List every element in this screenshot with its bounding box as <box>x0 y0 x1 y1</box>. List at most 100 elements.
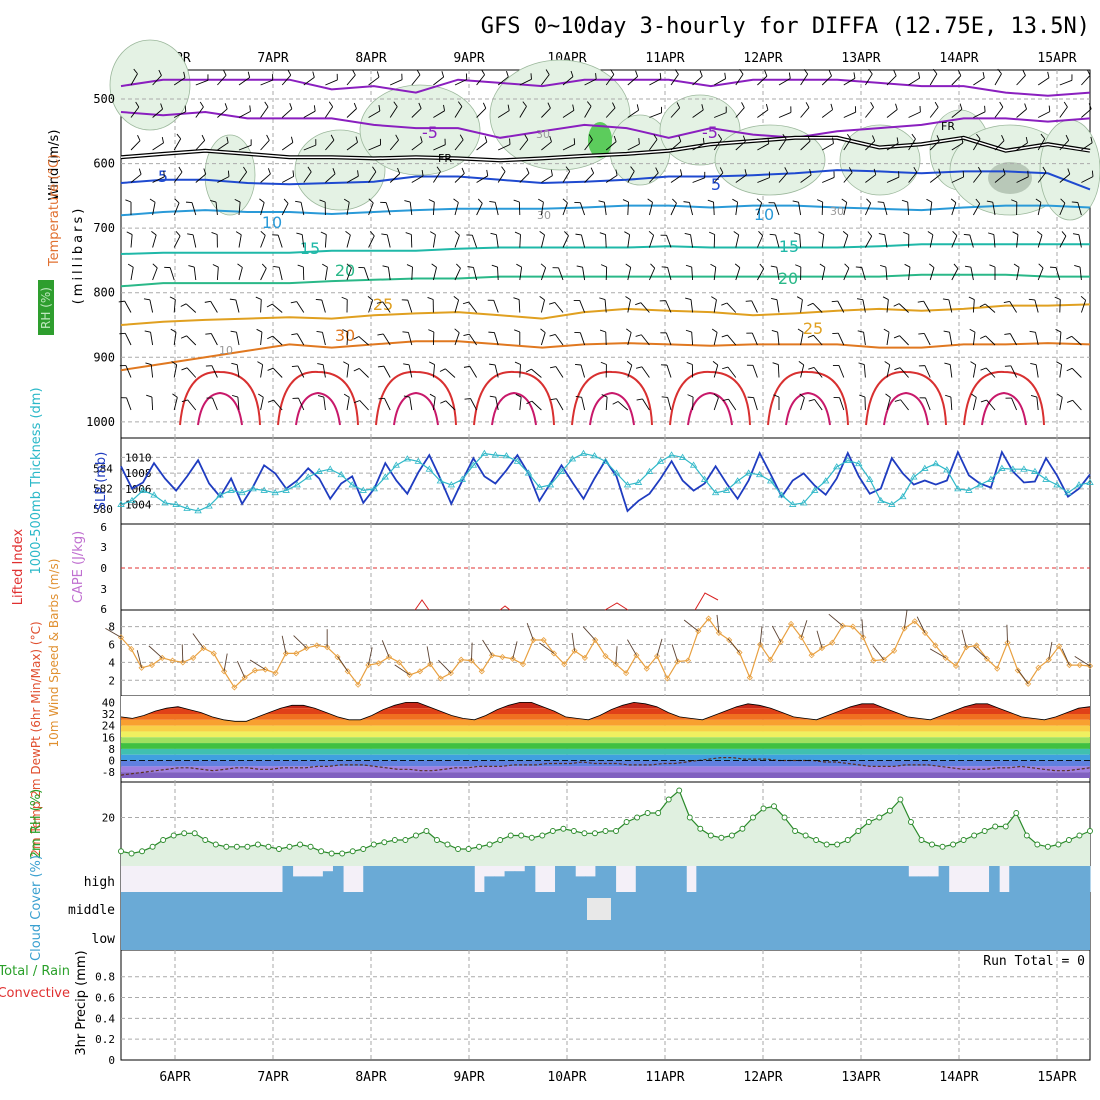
rh-marker <box>391 837 398 843</box>
wind-barb <box>368 110 381 118</box>
wind-barb <box>152 176 165 183</box>
wind-barb <box>627 299 631 313</box>
slp-marker <box>799 499 808 506</box>
wind-barb <box>130 267 134 281</box>
wind-barb-flag <box>721 334 728 338</box>
wind-barb-flag <box>315 299 322 301</box>
wind-barb-flag <box>377 365 384 368</box>
cloud-high-bar <box>676 866 687 892</box>
wind-barb <box>476 74 485 86</box>
wind-speed-marker <box>561 661 568 668</box>
wind-barb <box>969 234 974 248</box>
wind-barb-flag <box>227 170 230 177</box>
cloud-high-bar <box>706 866 718 892</box>
wind-barb <box>821 234 825 248</box>
wind-barb <box>1037 77 1050 86</box>
rh-marker <box>823 841 830 848</box>
wind-barb-flag <box>369 231 375 237</box>
wind-barb <box>540 299 545 313</box>
wind-barb-flag <box>187 233 194 236</box>
wind-barb <box>554 334 564 346</box>
wind-barb <box>584 106 592 118</box>
wind-barb <box>843 138 852 151</box>
wind-barb-flag <box>549 135 552 142</box>
wind-barb-flag <box>793 232 800 235</box>
wind-barb-flag <box>792 200 799 203</box>
slp-marker <box>238 489 246 496</box>
wind-barb-flag <box>454 230 460 236</box>
wind-barb-flag <box>169 296 176 300</box>
wind-barb-flag <box>368 198 374 204</box>
rh-shading-mid <box>988 162 1032 194</box>
wind-speed-marker <box>860 634 867 641</box>
slp-marker <box>888 500 896 507</box>
slp-marker <box>788 500 797 507</box>
rh-marker <box>950 841 957 848</box>
wind-barb-flag <box>893 70 897 76</box>
wind-barb <box>411 141 423 151</box>
wind-barb-flag <box>636 398 643 401</box>
rh-marker <box>1065 837 1072 843</box>
precip-tick-label: 0 <box>108 1054 115 1067</box>
isotherm-40 <box>295 391 341 426</box>
wind-barb-flag <box>291 333 298 336</box>
wind-barb-flag <box>636 104 640 111</box>
rh-marker <box>718 834 725 841</box>
cloud-high-bar <box>565 866 576 892</box>
wind-barb-flag <box>550 398 557 401</box>
wind-barb <box>670 203 677 216</box>
wind-barb <box>713 78 726 86</box>
wind-barb-flag <box>857 330 864 333</box>
wind-barb-flag <box>378 105 381 112</box>
slp-marker <box>546 481 555 488</box>
wind-speed-marker <box>530 636 537 644</box>
wind-barb <box>972 332 976 346</box>
cloud-high-bar <box>524 866 536 892</box>
wind-barb-flag <box>316 331 323 333</box>
wind-barb-flag <box>832 137 834 144</box>
wind-speed-marker <box>159 654 166 661</box>
wind-barb-flag <box>904 263 911 268</box>
wind-barb-flag <box>453 296 459 301</box>
wind-barb <box>469 366 477 378</box>
wind-barb-flag <box>734 263 741 268</box>
wind-barb <box>627 234 631 248</box>
wind-barb <box>908 111 921 118</box>
wind-barb <box>238 234 242 248</box>
wind-speed-marker <box>932 642 939 649</box>
wind-barb <box>1059 202 1066 216</box>
wind-barb <box>303 110 316 118</box>
isotherm-35 <box>669 370 751 426</box>
wind-barb-flag <box>184 105 187 112</box>
wind-barb-flag <box>266 303 273 308</box>
wind-barb <box>562 235 569 248</box>
cloud-high-bar <box>363 866 374 892</box>
wind-barb <box>1059 106 1068 118</box>
wind-barb <box>187 399 197 411</box>
wind-speed-marker <box>705 615 712 622</box>
cloud-high-bar <box>282 866 294 892</box>
wind-barb <box>540 332 546 346</box>
wind-speed-marker <box>777 638 784 645</box>
wind-barb-flag <box>653 134 658 140</box>
rh-marker <box>402 837 409 843</box>
dewpoint-line <box>120 757 1091 776</box>
wind-barb-10m <box>192 633 204 649</box>
wind-barb-flag <box>1080 295 1086 301</box>
wind-barb <box>445 368 456 378</box>
wind-barb-flag <box>796 296 803 301</box>
wind-barb-10m <box>293 635 307 649</box>
cloud-high-bar <box>1029 866 1041 892</box>
wind-barb-flag <box>267 367 274 371</box>
wind-barb-flag <box>1004 333 1011 335</box>
wind-barb <box>1079 267 1082 281</box>
wind-barb-flag <box>525 368 532 373</box>
wind-barb-flag <box>188 265 195 268</box>
wind-barb <box>519 267 523 281</box>
wind-barb-flag <box>1072 233 1079 236</box>
rh-marker <box>707 832 714 839</box>
wind-barb <box>667 267 672 281</box>
wind-barb-flag <box>701 104 704 111</box>
wind-barb-flag <box>767 137 770 144</box>
date-label-top: 14APR <box>939 51 978 66</box>
